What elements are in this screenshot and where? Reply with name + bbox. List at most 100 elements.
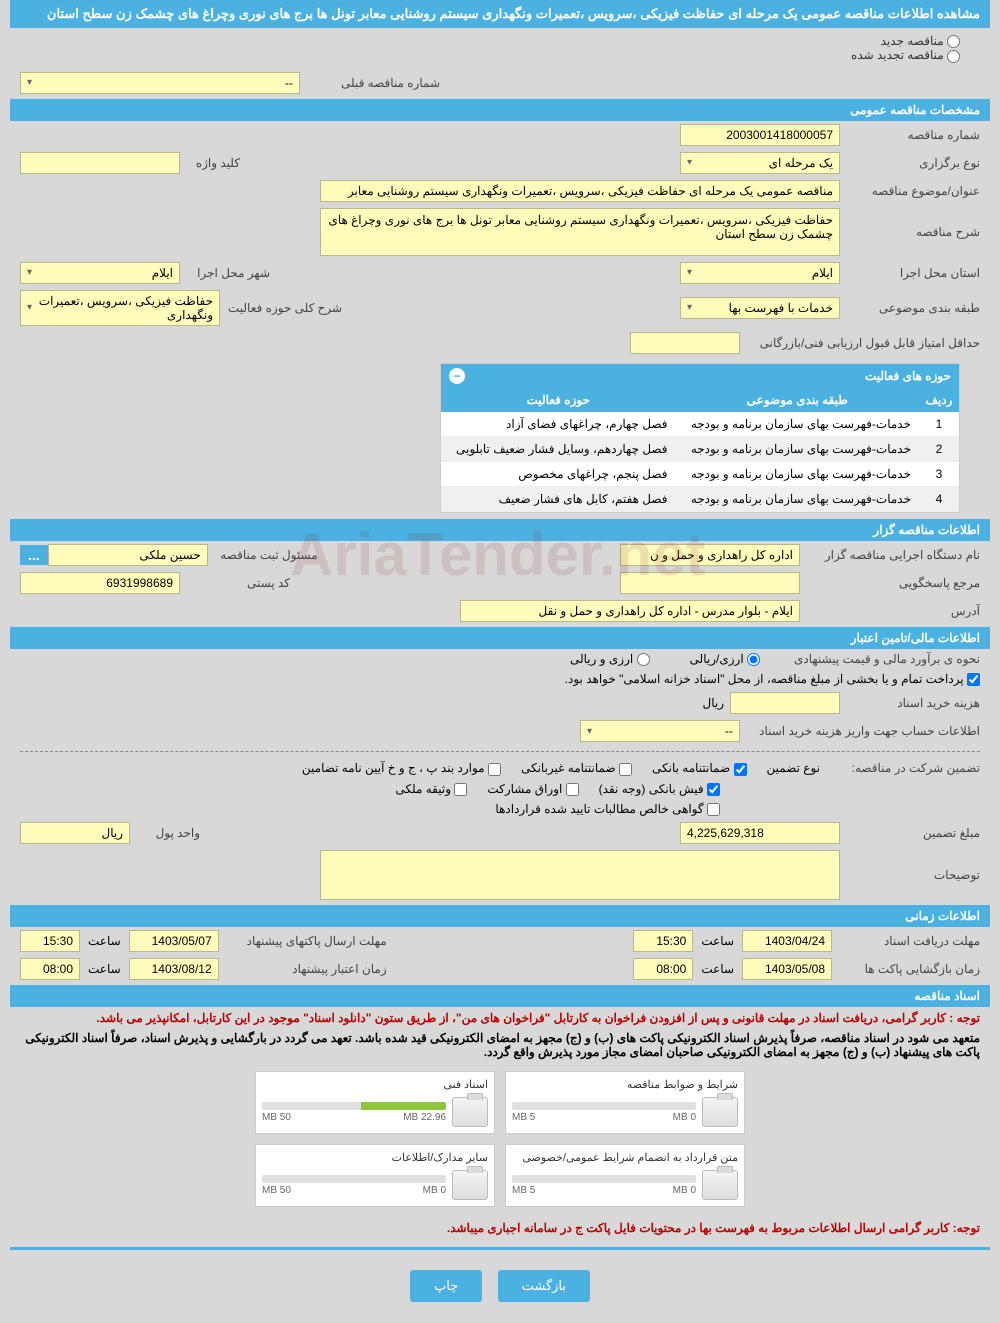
col-row: ردیف (919, 388, 959, 412)
file-title: سایر مدارک/اطلاعات (262, 1151, 488, 1164)
table-row: 1خدمات-فهرست بهای سازمان برنامه و بودجهف… (441, 412, 959, 437)
chk-nonbank[interactable]: ضمانتنامه غیربانکی (521, 761, 632, 775)
folder-icon (452, 1170, 488, 1200)
section-organizer: اطلاعات مناقصه گزار (10, 519, 990, 541)
agency-label: نام دستگاه اجرایی مناقصه گزار (800, 548, 980, 562)
file-title: متن قرارداد به انضمام شرایط عمومی/خصوصی (512, 1151, 738, 1164)
table-row: 3خدمات-فهرست بهای سازمان برنامه و بودجهف… (441, 461, 959, 486)
submit-date: 1403/05/07 (129, 930, 219, 952)
chk-claims[interactable]: گواهی خالص مطالبات تایید شده قراردادها (495, 802, 720, 816)
collapse-icon[interactable]: − (449, 368, 465, 384)
activity-table: حوزه های فعالیت − ردیف طبقه بندی موضوعی … (440, 363, 960, 513)
folder-icon (702, 1097, 738, 1127)
chevron-down-icon: ▾ (687, 267, 696, 278)
col-category: طبقه بندی موضوعی (676, 388, 919, 412)
valid-time: 08:00 (20, 958, 80, 980)
keyword-label: کلید واژه (180, 156, 240, 170)
amount-label: مبلغ تضمین (840, 826, 980, 840)
currency-mode-label: نحوه ی برآورد مالی و قیمت پیشنهادی (760, 652, 980, 666)
type-select[interactable]: یک مرحله ای▾ (680, 152, 840, 174)
chk-cash[interactable]: فیش بانکی (وجه نقد) (599, 782, 720, 796)
subject-label: عنوان/موضوع مناقصه (840, 184, 980, 198)
chevron-down-icon: ▾ (27, 267, 36, 278)
section-financial: اطلاعات مالی/تامین اعتبار (10, 627, 990, 649)
file-card[interactable]: سایر مدارک/اطلاعات 0 MB50 MB (255, 1144, 495, 1207)
radio-renewed-tender[interactable]: مناقصه تجدید شده (851, 48, 960, 62)
file-title: شرایط و ضوابط مناقصه (512, 1078, 738, 1091)
scope-label: شرح کلی حوزه فعالیت (220, 301, 342, 315)
doc-cost-unit: ریال (702, 696, 730, 710)
category-label: طبقه بندی موضوعی (840, 301, 980, 315)
file-card[interactable]: متن قرارداد به انضمام شرایط عمومی/خصوصی … (505, 1144, 745, 1207)
table-row: 4خدمات-فهرست بهای سازمان برنامه و بودجهف… (441, 486, 959, 511)
submit-time: 15:30 (20, 930, 80, 952)
registrar-value: حسین ملکی (48, 544, 208, 566)
radio-new-tender[interactable]: مناقصه جدید (881, 34, 960, 48)
registrar-label: مسئول ثبت مناقصه (208, 548, 318, 562)
section-timing: اطلاعات زمانی (10, 905, 990, 927)
file-card[interactable]: اسناد فنی 22.96 MB50 MB (255, 1071, 495, 1134)
chevron-down-icon: ▾ (27, 302, 36, 313)
receive-time: 15:30 (633, 930, 693, 952)
postal-label: کد پستی (180, 576, 290, 590)
doc-cost-input[interactable] (730, 692, 840, 714)
section-general: مشخصات مناقصه عمومی (10, 99, 990, 121)
table-row: 2خدمات-فهرست بهای سازمان برنامه و بودجهف… (441, 436, 959, 461)
open-date-label: زمان بازگشایی پاکت ها (840, 962, 980, 976)
activity-table-title: حوزه های فعالیت (865, 369, 951, 383)
time-label: ساعت (701, 934, 734, 948)
remarks-input[interactable] (320, 850, 840, 900)
city-select[interactable]: ایلام▾ (20, 262, 180, 284)
registrar-lookup-button[interactable]: ... (20, 545, 48, 565)
responder-value (620, 572, 800, 594)
subject-value: مناقصه عمومی یک مرحله ای حفاظت فیزیکی ،س… (320, 180, 840, 202)
remarks-label: توضیحات (840, 868, 980, 882)
chk-bond[interactable]: موارد بند پ ، ج و خ آیین نامه تضامین (302, 761, 501, 775)
back-button[interactable]: بازگشت (498, 1270, 590, 1302)
scope-select[interactable]: حفاظت فیزیکی ،سرویس ،تعمیرات ونگهداری▾ (20, 290, 220, 326)
category-select[interactable]: خدمات با فهرست بها▾ (680, 297, 840, 319)
open-time: 08:00 (633, 958, 693, 980)
page-title: مشاهده اطلاعات مناقصه عمومی یک مرحله ای … (10, 0, 990, 28)
guarantee-type-label: نوع تضمین (767, 761, 820, 775)
doc-warn: توجه: کاربر گرامی ارسال اطلاعات مربوط به… (10, 1217, 990, 1239)
responder-label: مرجع پاسخگویی (800, 576, 980, 590)
tender-no-value: 2003001418000057 (680, 124, 840, 146)
doc-note-2: متعهد می شود در اسناد مناقصه، صرفاً پذیر… (10, 1029, 990, 1061)
province-select[interactable]: ایلام▾ (680, 262, 840, 284)
radio-both[interactable]: ارزی و ریالی (570, 652, 650, 666)
file-cards: شرایط و ضوابط مناقصه 0 MB5 MB اسناد فنی … (10, 1061, 990, 1217)
guarantee-label: تضمین شرکت در مناقصه: (840, 761, 980, 775)
unit-value: ریال (20, 822, 130, 844)
section-documents: اسناد مناقصه (10, 985, 990, 1007)
tender-no-label: شماره مناقصه (840, 128, 980, 142)
chk-treasury[interactable]: پرداخت تمام و یا بخشی از مبلغ مناقصه، از… (565, 672, 980, 686)
address-label: آدرس (800, 604, 980, 618)
file-card[interactable]: شرایط و ضوابط مناقصه 0 MB5 MB (505, 1071, 745, 1134)
chk-property[interactable]: وثیقه ملکی (395, 782, 467, 796)
unit-label: واحد پول (130, 826, 200, 840)
radio-new-label: مناقصه جدید (881, 34, 944, 48)
province-label: استان محل اجرا (840, 266, 980, 280)
amount-value: 4,225,629,318 (680, 822, 840, 844)
chevron-down-icon: ▾ (27, 77, 36, 88)
type-label: نوع برگزاری (840, 156, 980, 170)
chk-bank[interactable]: ضمانتنامه بانکی (652, 761, 747, 775)
print-button[interactable]: چاپ (410, 1270, 482, 1302)
receive-date: 1403/04/24 (742, 930, 832, 952)
doc-note-1: توجه : کاربر گرامی، دریافت اسناد در مهلت… (10, 1007, 990, 1029)
folder-icon (702, 1170, 738, 1200)
agency-value: اداره کل راهداری و حمل و ن (620, 544, 800, 566)
chk-shares[interactable]: اوراق مشارکت (487, 782, 578, 796)
col-activity: حوزه فعالیت (441, 388, 676, 412)
postal-value: 6931998689 (20, 572, 180, 594)
valid-date-label: زمان اعتبار پیشنهاد (227, 962, 387, 976)
radio-rial[interactable]: ارزی/ریالی (690, 652, 760, 666)
account-select[interactable]: --▾ (580, 720, 740, 742)
receive-date-label: مهلت دریافت اسناد (840, 934, 980, 948)
doc-cost-label: هزینه خرید اسناد (840, 696, 980, 710)
prev-number-select[interactable]: --▾ (20, 72, 300, 94)
submit-date-label: مهلت ارسال پاکتهای پیشنهاد (227, 934, 387, 948)
keyword-input[interactable] (20, 152, 180, 174)
min-score-input[interactable] (630, 332, 740, 354)
